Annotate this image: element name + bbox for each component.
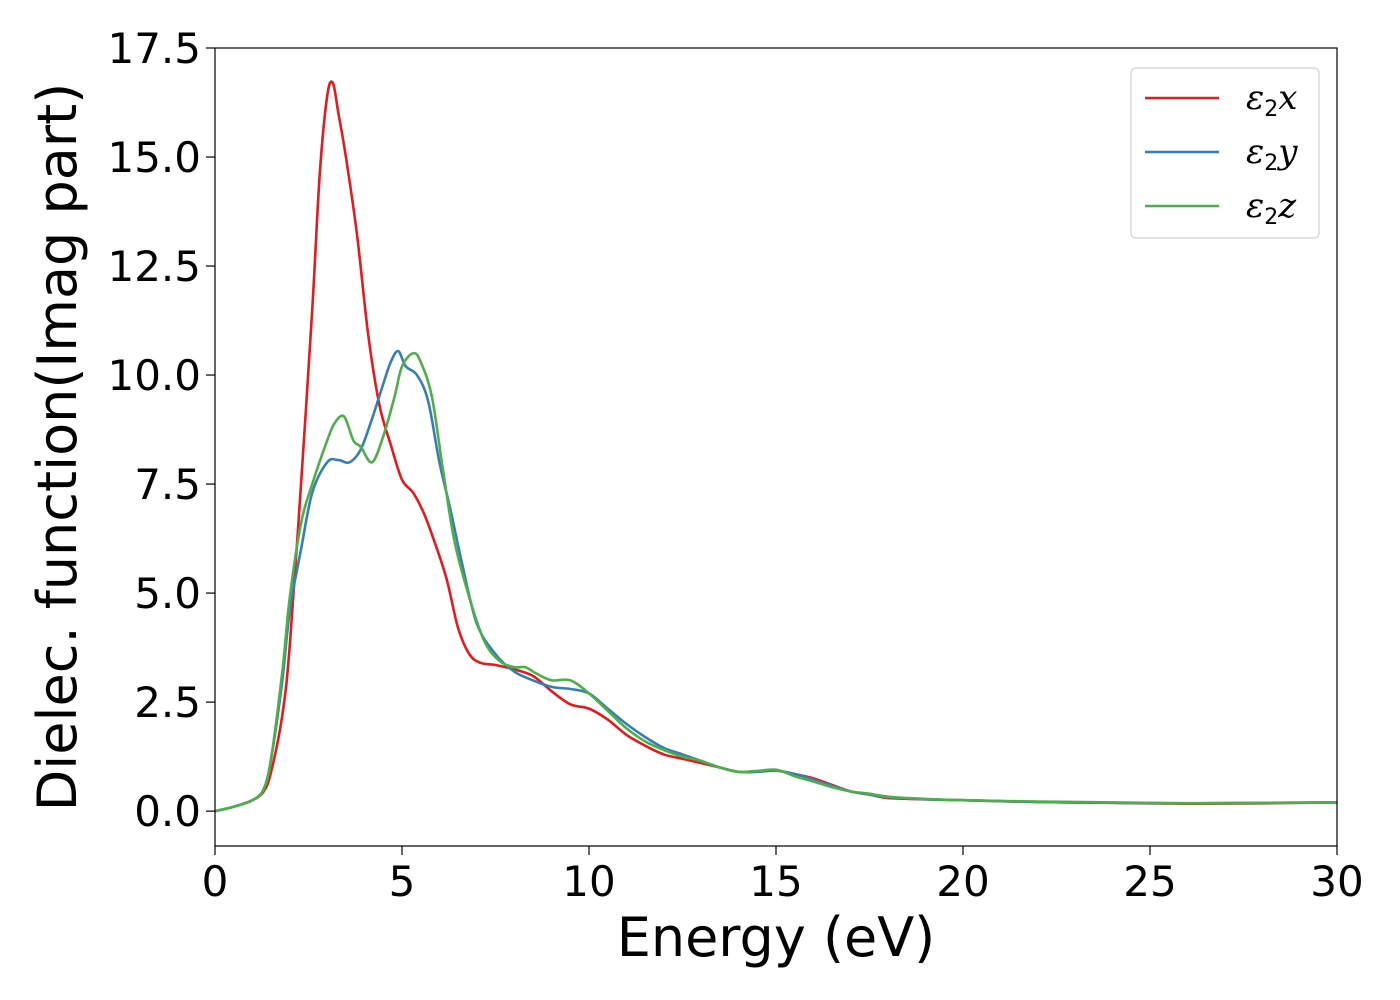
- y-tick-label: 7.5: [134, 460, 201, 509]
- y-tick-label: 5.0: [134, 569, 201, 618]
- legend: ε2x ε2y ε2z: [1130, 67, 1320, 239]
- x-tick-label: 25: [1123, 857, 1176, 906]
- series-layer: [214, 80, 1338, 813]
- x-tick-label: 15: [749, 857, 802, 906]
- y-axis-title: Dielec. function(Imag part): [26, 83, 89, 812]
- legend-label-x: ε2x: [1246, 78, 1297, 122]
- x-tick-label: 20: [936, 857, 989, 906]
- legend-label-z: ε2z: [1246, 186, 1297, 230]
- y-tick-label: 2.5: [134, 678, 201, 727]
- y-tick-label: 15.0: [107, 133, 201, 182]
- y-tick-label: 12.5: [107, 242, 201, 291]
- series-line-z: [214, 351, 1338, 813]
- x-tick-label: 0: [202, 857, 229, 906]
- x-axis-title: Energy (eV): [617, 906, 936, 969]
- legend-label-y: ε2y: [1246, 132, 1298, 176]
- y-tick-label: 0.0: [134, 787, 201, 836]
- x-tick-label: 5: [389, 857, 416, 906]
- y-tick-label: 10.0: [107, 351, 201, 400]
- x-tick-label: 30: [1310, 857, 1363, 906]
- y-tick-label: 17.5: [107, 24, 201, 73]
- ticks-layer: 0 5 10 15 20 25 30 0.0 2.5 5.0 7.5 10.0 12.5 15.0 17.5: [107, 24, 1363, 906]
- x-tick-label: 10: [562, 857, 615, 906]
- legend-box: [1130, 67, 1320, 239]
